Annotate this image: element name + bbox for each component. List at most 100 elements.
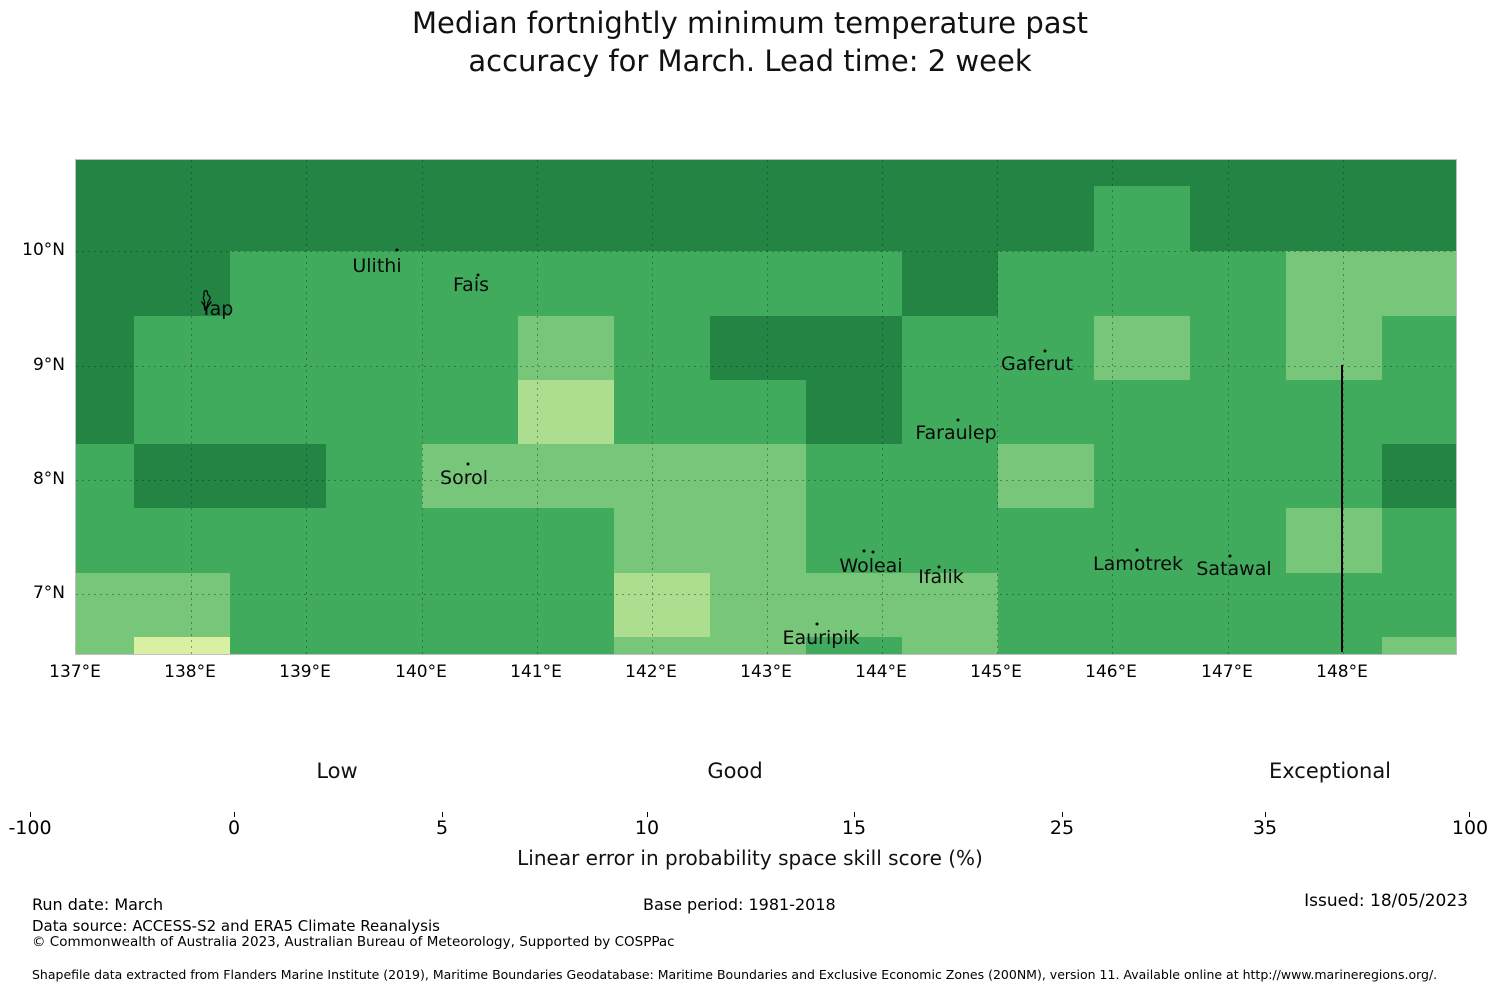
island-label-woleai: Woleai <box>839 555 903 577</box>
map-cell <box>230 637 326 654</box>
map-cell <box>1190 637 1286 654</box>
map-cell <box>998 637 1094 654</box>
map-cell <box>998 251 1094 316</box>
longitude-gridline <box>306 160 307 654</box>
map-cell <box>518 380 614 444</box>
map-cell <box>614 508 710 573</box>
map-cell <box>1094 444 1190 508</box>
longitude-gridline <box>1112 160 1113 654</box>
longitude-gridline <box>882 160 883 654</box>
map-cell <box>710 160 806 186</box>
map-cell <box>1094 251 1190 316</box>
map-cell <box>1190 316 1286 380</box>
map-cell <box>710 316 806 380</box>
island-label-fais: Fais <box>452 274 490 296</box>
map-cell <box>326 160 422 186</box>
map-cell <box>1190 508 1286 573</box>
colorbar-tick-label: 0 <box>227 817 241 839</box>
x-tick-label: 146°E <box>1085 662 1137 682</box>
map-cell <box>806 316 902 380</box>
map-cell <box>230 316 326 380</box>
map-cell <box>614 573 710 637</box>
map-cell <box>76 573 134 637</box>
colorbar-tick <box>647 812 648 817</box>
map-cell <box>326 573 422 637</box>
map-cell <box>614 160 710 186</box>
map-cell <box>1286 316 1382 380</box>
map-cell <box>76 444 134 508</box>
map-cell <box>1286 508 1382 573</box>
map-cell <box>1094 573 1190 637</box>
y-tick-label: 8°N <box>32 469 65 489</box>
colorbar-tick-label: 25 <box>1049 817 1075 839</box>
map-cell <box>710 380 806 444</box>
map-cell <box>422 573 518 637</box>
map-cell <box>614 380 710 444</box>
map-cell <box>326 316 422 380</box>
colorbar-tick-label: -100 <box>8 817 52 839</box>
island-marker-dot <box>871 550 875 554</box>
map-cell <box>1382 508 1456 573</box>
map-cell <box>1382 444 1456 508</box>
latitude-gridline <box>76 594 1456 595</box>
map-cell <box>134 160 230 186</box>
colorbar-category-exceptional: Exceptional <box>1268 759 1392 783</box>
map-cell <box>806 251 902 316</box>
island-marker-dot <box>476 273 480 277</box>
colorbar-tick-label: 10 <box>634 817 660 839</box>
base-period-text: Base period: 1981-2018 <box>643 895 836 914</box>
map-cell <box>902 251 998 316</box>
colorbar-tick <box>1265 812 1266 817</box>
x-tick-label: 142°E <box>625 662 677 682</box>
eez-boundary-line <box>1341 365 1343 652</box>
map-cell <box>1286 160 1382 186</box>
x-tick-label: 143°E <box>740 662 792 682</box>
map-cell <box>902 637 998 654</box>
map-cell <box>76 316 134 380</box>
map-cell <box>422 508 518 573</box>
map-cell <box>1382 316 1456 380</box>
map-cell <box>806 160 902 186</box>
map-cell <box>1094 186 1190 251</box>
map-cell <box>1382 573 1456 637</box>
map-cell <box>518 186 614 251</box>
longitude-gridline <box>537 160 538 654</box>
map-cell <box>1094 508 1190 573</box>
latitude-gridline <box>76 366 1456 367</box>
map-cell <box>230 186 326 251</box>
island-label-gaferut: Gaferut <box>1000 353 1074 375</box>
island-marker-dot <box>395 248 399 252</box>
map-cell <box>422 160 518 186</box>
map-cell <box>1190 160 1286 186</box>
map-cell <box>614 186 710 251</box>
map-cell <box>1190 251 1286 316</box>
map-cell <box>518 444 614 508</box>
map-cell <box>76 380 134 444</box>
map-cell <box>902 160 998 186</box>
map-cell <box>518 508 614 573</box>
map-cell <box>902 186 998 251</box>
map-cell <box>134 186 230 251</box>
map-cell <box>710 573 806 637</box>
map-cell <box>76 508 134 573</box>
map-cell <box>518 251 614 316</box>
map-cell <box>1094 637 1190 654</box>
map-cell <box>134 573 230 637</box>
chart-title: Median fortnightly minimum temperature p… <box>0 4 1500 80</box>
island-marker-dot <box>815 622 819 626</box>
map-cell <box>230 251 326 316</box>
longitude-gridline <box>191 160 192 654</box>
map-cell <box>806 637 902 654</box>
map-cell <box>902 316 998 380</box>
latitude-gridline <box>76 251 1456 252</box>
map-cell <box>902 573 998 637</box>
map-plot: Ulithi Fais Yap Gaferut Faraulep Sorol Woleai I… <box>75 159 1457 655</box>
map-cell <box>998 316 1094 380</box>
map-cell <box>1382 637 1456 654</box>
issued-text: Issued: 18/05/2023 <box>1304 891 1468 911</box>
colorbar-tick-label: 100 <box>1451 817 1489 839</box>
longitude-gridline <box>1228 160 1229 654</box>
colorbar-tick-label: 5 <box>435 817 449 839</box>
yap-island-icon <box>199 289 215 315</box>
